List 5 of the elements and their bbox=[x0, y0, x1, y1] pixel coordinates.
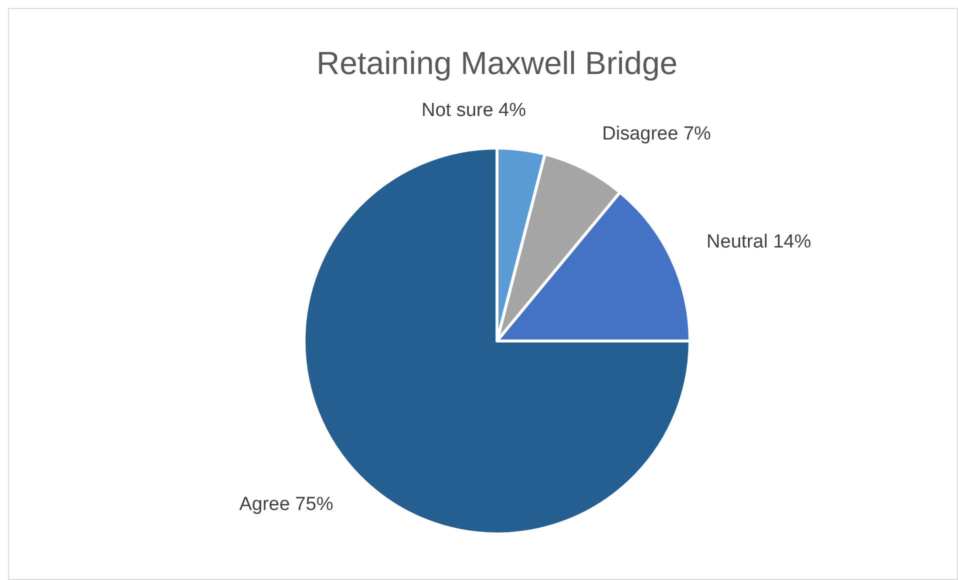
slice-label: Not sure 4% bbox=[421, 100, 526, 122]
slice-label: Agree 75% bbox=[239, 494, 334, 515]
slice-label: Disagree 7% bbox=[602, 124, 712, 145]
chart-title: Retaining Maxwell Bridge bbox=[316, 45, 678, 81]
slice-label: Neutral 14% bbox=[706, 231, 812, 252]
